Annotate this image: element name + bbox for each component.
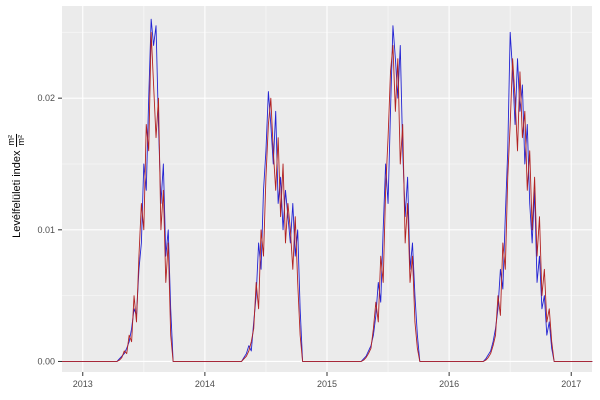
y-tick-label: 0.01 (37, 225, 55, 235)
x-tick-label: 2014 (195, 379, 215, 389)
series-line-blue (61, 18, 593, 362)
x-tick-label: 2015 (317, 379, 337, 389)
y-tick-label: 0.00 (37, 356, 55, 366)
x-tick-label: 2017 (561, 379, 581, 389)
series-line-red (61, 31, 593, 362)
x-tick-label: 2016 (439, 379, 459, 389)
y-tick-label: 0.02 (37, 93, 55, 103)
x-tick-label: 2013 (73, 379, 93, 389)
